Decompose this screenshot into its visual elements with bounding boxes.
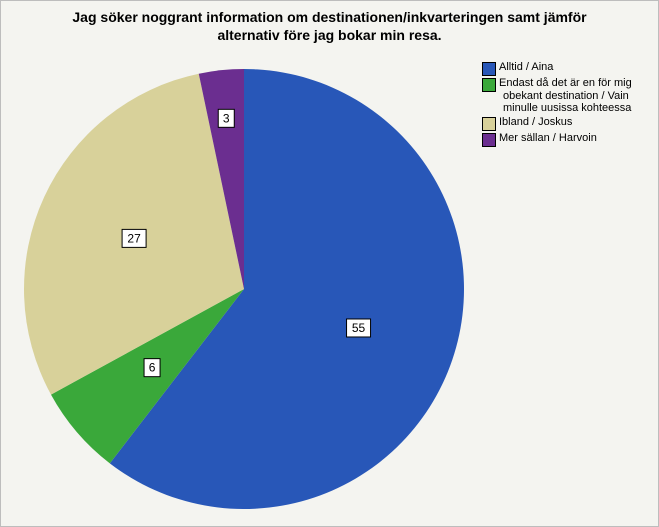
- legend: Alltid / Aina Endast då det är en för mig…: [482, 61, 652, 148]
- legend-swatch: [482, 117, 496, 131]
- legend-label: Endast då det är en för migobekant desti…: [499, 77, 652, 115]
- slice-value-label: 3: [223, 111, 230, 125]
- legend-swatch: [482, 78, 496, 92]
- legend-label-line: obekant destination / Vain: [503, 90, 652, 103]
- legend-label: Alltid / Aina: [499, 61, 652, 74]
- legend-item: Ibland / Joskus: [482, 116, 652, 131]
- legend-label-line: Endast då det är en för mig: [499, 77, 652, 90]
- legend-swatch: [482, 133, 496, 147]
- chart-container: Jag söker noggrant information om destin…: [0, 0, 659, 527]
- legend-label-line: Alltid / Aina: [499, 61, 652, 74]
- legend-label: Ibland / Joskus: [499, 116, 652, 129]
- legend-label-line: Mer sällan / Harvoin: [499, 132, 652, 145]
- chart-title-line2: alternativ före jag bokar min resa.: [217, 27, 441, 43]
- legend-label-line: minulle uusissa kohteessa: [503, 102, 652, 115]
- pie-chart-svg: 55 6 27 3: [9, 59, 479, 519]
- pie-chart-area: 55 6 27 3: [9, 59, 479, 519]
- legend-label: Mer sällan / Harvoin: [499, 132, 652, 145]
- legend-swatch: [482, 62, 496, 76]
- legend-label-line: Ibland / Joskus: [499, 116, 652, 129]
- legend-item: Mer sällan / Harvoin: [482, 132, 652, 147]
- slice-value-label: 27: [127, 231, 141, 245]
- chart-title-line1: Jag söker noggrant information om destin…: [72, 9, 586, 25]
- chart-title: Jag söker noggrant information om destin…: [1, 9, 658, 44]
- legend-item: Endast då det är en för migobekant desti…: [482, 77, 652, 115]
- slice-value-label: 55: [352, 321, 366, 335]
- slice-value-label: 6: [149, 361, 156, 375]
- legend-item: Alltid / Aina: [482, 61, 652, 76]
